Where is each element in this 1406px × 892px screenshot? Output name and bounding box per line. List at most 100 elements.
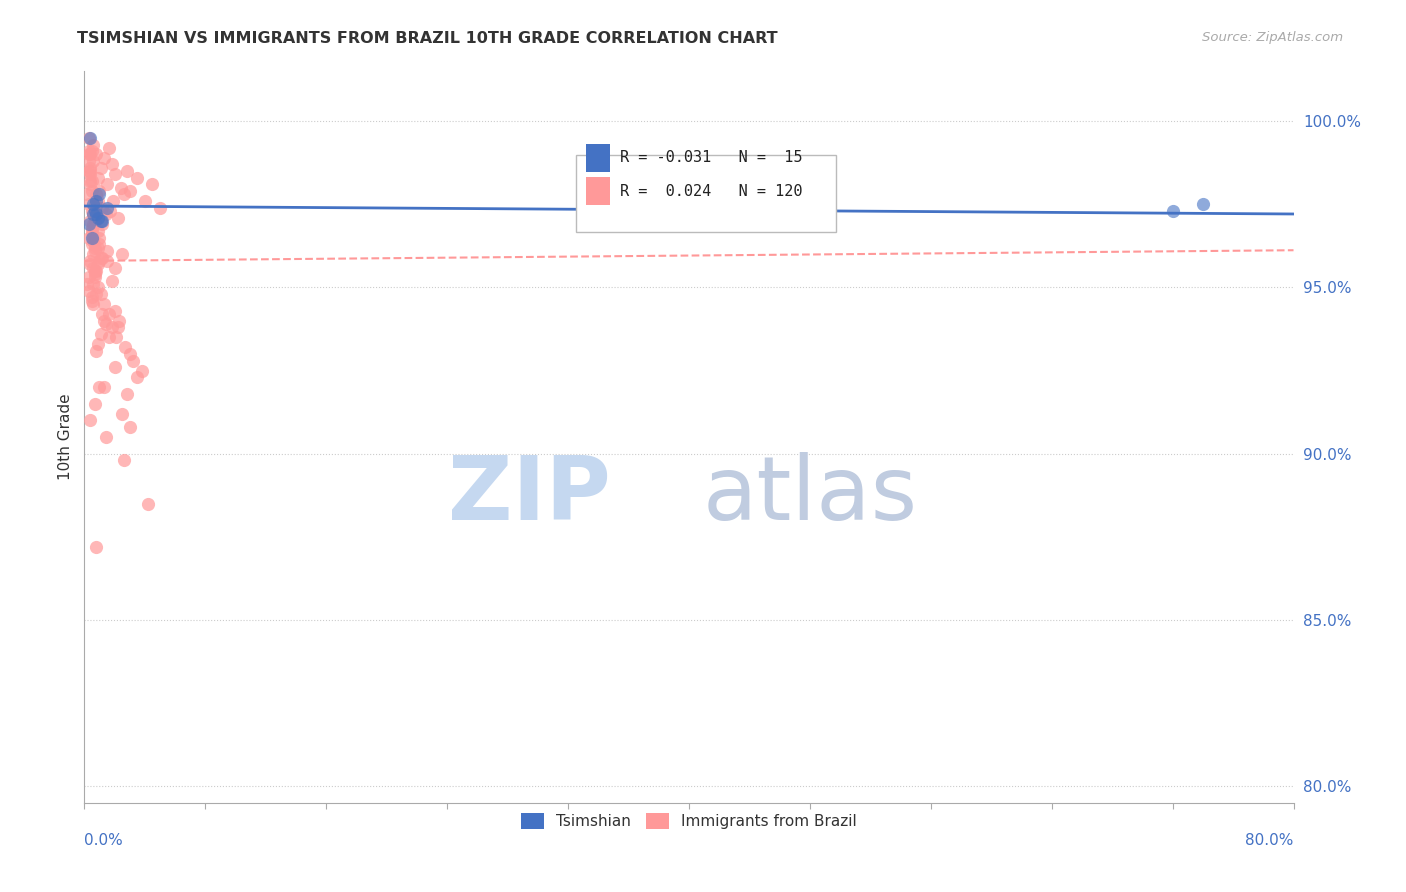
Point: [82, 260, 104, 275]
Text: TSIMSHIAN VS IMMIGRANTS FROM BRAZIL 10TH GRADE CORRELATION CHART: TSIMSHIAN VS IMMIGRANTS FROM BRAZIL 10TH…: [77, 31, 778, 46]
Point: [121, 353, 143, 368]
Point: [118, 420, 141, 434]
Point: [96, 201, 118, 215]
Point: [80, 237, 103, 252]
Point: [141, 178, 163, 192]
FancyBboxPatch shape: [586, 144, 610, 171]
Point: [91, 217, 114, 231]
Point: [111, 247, 134, 261]
Point: [104, 303, 127, 318]
Point: [82, 217, 104, 231]
Point: [82, 207, 104, 221]
Point: [107, 211, 129, 225]
Point: [1161, 204, 1184, 219]
FancyBboxPatch shape: [576, 155, 837, 232]
Point: [77, 154, 100, 169]
Point: [77, 164, 100, 178]
Point: [79, 178, 101, 192]
Point: [93, 151, 115, 165]
Point: [79, 161, 101, 175]
Point: [84, 241, 107, 255]
Point: [76, 187, 98, 202]
Point: [80, 184, 103, 198]
Point: [87, 337, 110, 351]
Point: [90, 251, 112, 265]
Point: [77, 197, 100, 211]
Point: [84, 244, 107, 258]
Point: [84, 270, 107, 285]
Point: [86, 187, 108, 202]
Point: [134, 194, 156, 208]
Point: [79, 253, 101, 268]
Point: [86, 201, 108, 215]
Point: [149, 201, 172, 215]
Point: [105, 330, 128, 344]
Point: [97, 330, 120, 344]
Point: [80, 220, 103, 235]
Point: [89, 187, 111, 202]
Point: [87, 211, 110, 225]
Point: [118, 347, 141, 361]
Point: [84, 204, 107, 219]
Point: [90, 287, 112, 301]
Point: [111, 407, 134, 421]
Point: [82, 247, 104, 261]
Point: [77, 144, 100, 158]
Point: [82, 137, 104, 152]
Point: [87, 224, 110, 238]
Point: [79, 147, 101, 161]
Point: [89, 380, 111, 394]
Point: [84, 214, 107, 228]
Point: [94, 317, 117, 331]
Text: 80.0%: 80.0%: [1246, 833, 1294, 848]
Point: [86, 194, 108, 208]
Point: [1192, 197, 1215, 211]
Text: atlas: atlas: [702, 452, 918, 539]
Point: [104, 360, 127, 375]
Text: 0.0%: 0.0%: [84, 833, 124, 848]
Point: [91, 201, 114, 215]
Point: [87, 241, 110, 255]
Point: [82, 277, 104, 292]
Point: [87, 257, 110, 271]
Point: [82, 207, 104, 221]
Point: [89, 230, 111, 244]
Y-axis label: 10th Grade: 10th Grade: [58, 393, 73, 481]
Point: [89, 184, 111, 198]
Point: [104, 168, 127, 182]
Point: [76, 277, 98, 292]
Text: R =  0.024   N = 120: R = 0.024 N = 120: [620, 184, 803, 199]
Legend: Tsimshian, Immigrants from Brazil: Tsimshian, Immigrants from Brazil: [515, 807, 863, 836]
Point: [97, 307, 120, 321]
Point: [86, 147, 108, 161]
Point: [82, 297, 104, 311]
Point: [118, 184, 141, 198]
Point: [86, 343, 108, 358]
Point: [82, 197, 104, 211]
Point: [101, 194, 124, 208]
Point: [77, 217, 100, 231]
Point: [112, 187, 135, 202]
Text: R = -0.031   N =  15: R = -0.031 N = 15: [620, 150, 803, 165]
Point: [87, 194, 110, 208]
Point: [93, 297, 115, 311]
Point: [79, 164, 101, 178]
Point: [96, 253, 118, 268]
Point: [91, 214, 114, 228]
Point: [77, 230, 100, 244]
Point: [84, 264, 107, 278]
Point: [107, 320, 129, 334]
Point: [115, 387, 138, 401]
Point: [114, 340, 136, 354]
Point: [79, 257, 101, 271]
Point: [89, 253, 111, 268]
Point: [93, 380, 115, 394]
Point: [110, 180, 132, 194]
Point: [80, 293, 103, 308]
Point: [86, 287, 108, 301]
Point: [100, 157, 122, 171]
Text: ZIP: ZIP: [447, 452, 610, 539]
Point: [80, 224, 103, 238]
Point: [79, 413, 101, 427]
Point: [79, 168, 101, 182]
